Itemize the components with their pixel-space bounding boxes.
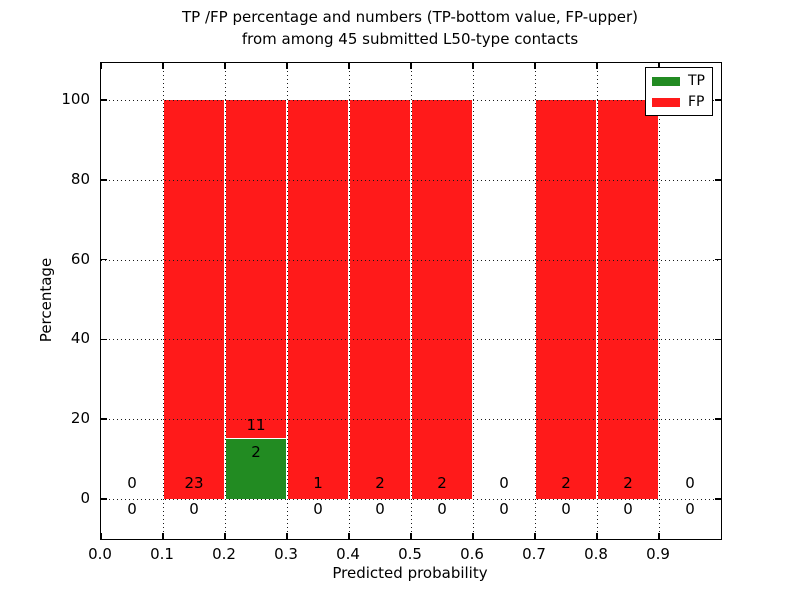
tp-count-label: 0 — [499, 499, 509, 518]
y-tick-mark — [715, 99, 721, 101]
x-tick-label: 0.8 — [584, 545, 608, 563]
x-tick-label: 0.4 — [336, 545, 360, 563]
x-tick-mark — [596, 63, 598, 69]
y-tick-mark — [715, 498, 721, 500]
tp-count-label: 2 — [251, 442, 261, 461]
x-tick-label: 0.5 — [398, 545, 422, 563]
x-tick-mark — [472, 63, 474, 69]
fp-count-label: 23 — [184, 474, 204, 493]
x-tick-mark — [658, 533, 660, 539]
x-tick-mark — [348, 533, 350, 539]
tp-count-label: 0 — [561, 499, 571, 518]
y-tick-mark — [101, 498, 107, 500]
x-axis-label: Predicted probability — [332, 564, 488, 582]
fp-count-label: 2 — [623, 474, 633, 493]
x-tick-label: 0.7 — [522, 545, 546, 563]
legend-item-tp: TP — [652, 74, 706, 88]
x-tick-mark — [534, 63, 536, 69]
x-tick-mark — [658, 63, 660, 69]
v-gridline — [163, 63, 164, 539]
v-gridline — [349, 63, 350, 539]
y-tick-label: 80 — [70, 169, 90, 188]
y-tick-mark — [715, 418, 721, 420]
x-tick-mark — [100, 63, 102, 69]
x-tick-label: 0.1 — [150, 545, 174, 563]
x-tick-label: 0.2 — [212, 545, 236, 563]
y-tick-label: 60 — [70, 249, 90, 268]
x-tick-mark — [596, 533, 598, 539]
fp-bar — [225, 100, 287, 438]
y-tick-label: 0 — [80, 489, 90, 507]
fp-bar — [349, 100, 411, 499]
x-tick-mark — [100, 533, 102, 539]
x-tick-mark — [162, 63, 164, 69]
fp-count-label: 2 — [561, 474, 571, 493]
x-tick-mark — [410, 533, 412, 539]
fp-bar — [535, 100, 597, 499]
fp-bar — [411, 100, 473, 499]
v-gridline — [535, 63, 536, 539]
y-tick-mark — [101, 418, 107, 420]
legend: TP FP — [645, 67, 713, 116]
x-tick-mark — [410, 63, 412, 69]
x-tick-label: 0.3 — [274, 545, 298, 563]
plot-area: TP FP 0 0 23 0 11 2 1 0 2 0 2 0 0 0 2 0 2 0 0 0 — [100, 62, 722, 540]
tp-legend-swatch — [652, 76, 680, 86]
fp-bar — [163, 100, 225, 499]
tp-count-label: 0 — [375, 499, 385, 518]
x-tick-mark — [224, 63, 226, 69]
x-tick-label: 0.9 — [646, 545, 670, 563]
tp-count-label: 0 — [313, 499, 323, 518]
chart-title-line-1: TP /FP percentage and numbers (TP-bottom… — [182, 8, 638, 26]
x-tick-mark — [534, 533, 536, 539]
fp-count-label: 2 — [437, 474, 447, 493]
tp-count-label: 0 — [437, 499, 447, 518]
x-tick-label: 0.0 — [88, 545, 112, 563]
v-gridline — [659, 63, 660, 539]
fp-bar — [597, 100, 659, 499]
tp-count-label: 0 — [685, 499, 695, 518]
v-gridline — [597, 63, 598, 539]
y-tick-mark — [715, 179, 721, 181]
x-tick-mark — [286, 533, 288, 539]
y-tick-mark — [101, 258, 107, 261]
legend-item-fp: FP — [652, 95, 706, 109]
y-tick-mark — [715, 338, 721, 341]
y-tick-label: 100 — [61, 90, 90, 108]
v-gridline — [411, 63, 412, 539]
x-tick-mark — [162, 533, 164, 539]
x-tick-mark — [286, 63, 288, 69]
y-tick-mark — [101, 338, 107, 341]
x-tick-mark — [348, 63, 350, 69]
tp-bar — [225, 437, 287, 499]
tp-count-label: 0 — [623, 499, 633, 518]
v-gridline — [287, 63, 288, 539]
y-tick-mark — [715, 258, 721, 261]
y-tick-mark — [101, 179, 107, 181]
fp-legend-label: FP — [688, 94, 705, 110]
chart-title-line-2: from among 45 submitted L50-type contact… — [241, 30, 579, 48]
fp-count-label: 0 — [127, 474, 137, 493]
x-tick-mark — [472, 533, 474, 539]
fp-count-label: 11 — [246, 415, 266, 434]
x-tick-mark — [224, 533, 226, 539]
v-gridline — [473, 63, 474, 539]
fp-count-label: 0 — [685, 474, 695, 493]
tp-legend-label: TP — [688, 73, 705, 89]
fp-bar — [287, 100, 349, 499]
fp-count-label: 0 — [499, 474, 509, 493]
tp-count-label: 0 — [127, 499, 137, 518]
y-tick-label: 20 — [70, 409, 90, 428]
x-tick-label: 0.6 — [460, 545, 484, 563]
fp-count-label: 2 — [375, 474, 385, 493]
tp-count-label: 0 — [189, 499, 199, 518]
y-tick-mark — [101, 99, 107, 101]
v-gridline — [225, 63, 226, 539]
fp-legend-swatch — [652, 97, 680, 107]
fp-count-label: 1 — [313, 474, 323, 493]
y-tick-label: 40 — [70, 329, 90, 348]
